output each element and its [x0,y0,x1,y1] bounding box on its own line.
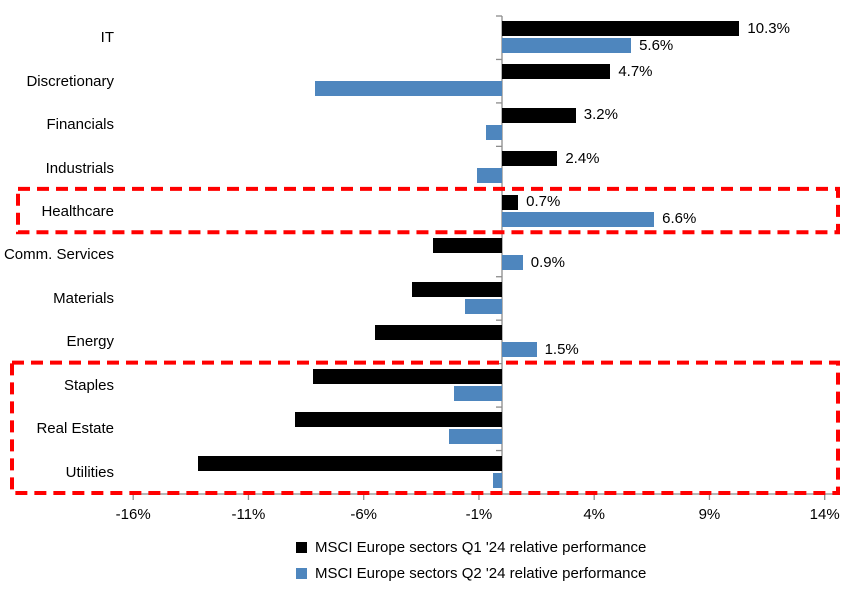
category-label: Materials [53,289,114,307]
legend-swatch-q1 [296,542,307,553]
bar-q2 [502,38,632,53]
value-label: 4.7% [618,62,653,80]
legend-item-q1: MSCI Europe sectors Q1 '24 relative perf… [296,539,646,556]
value-label: 0.7% [526,193,561,211]
category-label: Real Estate [36,420,114,438]
x-tick-label: -16% [115,506,151,523]
value-label: 0.9% [530,253,565,271]
category-label: Comm. Services [3,246,114,264]
value-label: 5.6% [639,36,674,54]
bar-q1 [502,21,740,36]
x-tick-label: -11% [231,506,266,523]
x-tick-label: 14% [809,506,840,523]
bar-q1 [197,455,502,471]
category-label: Industrials [45,159,114,177]
bar-q1 [375,325,502,341]
value-label: 2.4% [565,149,600,167]
legend-swatch-q2 [296,568,307,579]
x-tick-label: 9% [698,506,721,523]
bar-q2 [448,429,502,445]
legend-item-q2: MSCI Europe sectors Q2 '24 relative perf… [296,565,646,582]
bar-q2 [502,342,537,358]
bar-q1 [294,412,502,428]
bar-q2 [502,211,655,227]
bar-q2 [315,81,502,97]
category-label: Financials [46,116,114,134]
bar-q2 [485,124,502,140]
legend-label-q1: MSCI Europe sectors Q1 '24 relative perf… [315,539,647,556]
bar-q2 [492,472,502,488]
x-tick-label: -6% [350,506,378,523]
category-label: Utilities [65,463,114,481]
bar-q1 [432,238,502,254]
value-label: 3.2% [583,106,618,124]
bar-q1 [502,151,558,167]
bar-q2 [453,385,502,401]
x-tick-label: 4% [583,506,606,523]
bar-q1 [502,107,576,123]
bar-q2 [476,168,502,184]
value-label: 10.3% [747,19,790,37]
category-label: Staples [63,376,114,394]
highlight-box [16,186,840,235]
category-label: Healthcare [41,203,114,221]
bar-q2 [502,255,523,271]
bar-q1 [312,368,502,384]
bar-q1 [412,281,502,297]
bar-q2 [465,298,502,314]
legend-label-q2: MSCI Europe sectors Q2 '24 relative perf… [315,565,647,582]
category-label: IT [100,29,114,47]
bar-q1 [502,194,519,210]
category-label: Energy [66,333,114,351]
value-label: 1.5% [544,340,579,358]
bar-q1 [502,64,611,80]
category-label: Discretionary [26,72,114,90]
x-tick-label: -1% [465,506,493,523]
value-label: 6.6% [662,210,697,228]
